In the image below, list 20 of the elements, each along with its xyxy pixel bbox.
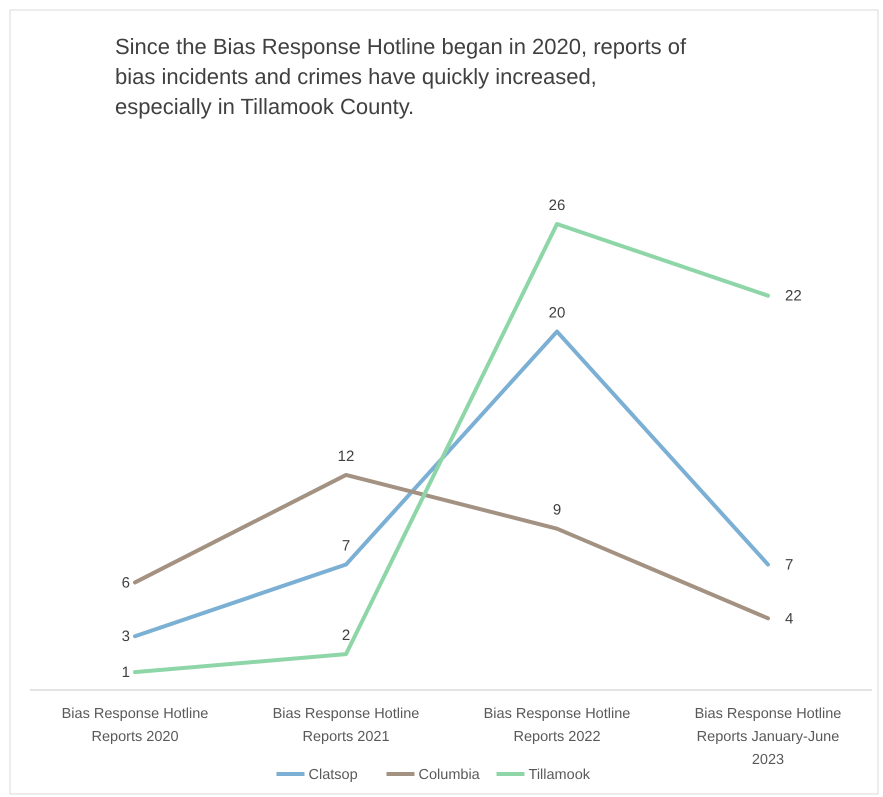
data-label: 7 <box>342 538 350 555</box>
data-label: 4 <box>785 610 794 628</box>
data-label: 1 <box>122 664 130 682</box>
legend-label: Columbia <box>418 767 481 783</box>
data-label: 20 <box>548 304 566 322</box>
x-tick-label: Bias Response Hotline Reports 2022 <box>484 706 630 745</box>
data-label: 22 <box>785 288 802 305</box>
x-tick-label: Bias Response Hotline Reports January-June 2023 <box>694 706 842 768</box>
data-label: 12 <box>338 448 354 465</box>
data-label: 9 <box>552 502 562 519</box>
x-tick-label: Bias Response Hotline Reports 2020 <box>62 706 208 745</box>
x-tick-label: Bias Response Hotline Reports 2021 <box>272 706 420 745</box>
data-label: 7 <box>785 556 794 574</box>
chart-title: Since the Bias Response Hotline began in 2020, reports of bias incidents and crimes have quickly increased, especially in Tillamook County. <box>115 34 688 119</box>
legend-label: Clatsop <box>308 767 358 783</box>
data-label: 26 <box>548 197 566 214</box>
data-label: 6 <box>122 574 130 592</box>
data-label: 2 <box>342 627 350 644</box>
data-label: 3 <box>122 628 130 646</box>
legend-label: Tillamook <box>528 767 591 783</box>
